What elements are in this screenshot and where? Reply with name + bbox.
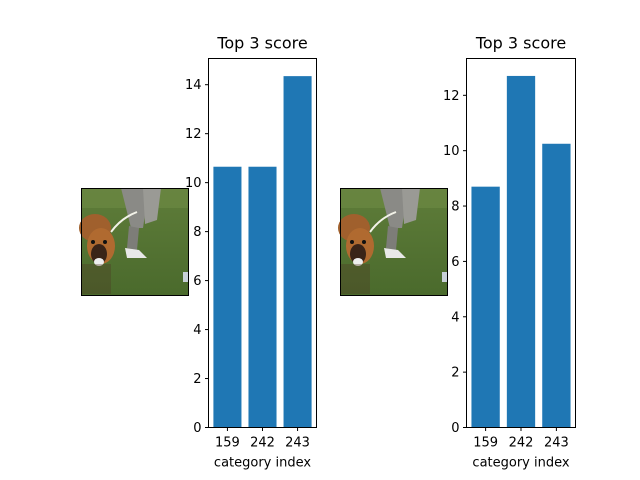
x-tick-label: 242 xyxy=(509,436,534,451)
x-tick-label: 243 xyxy=(544,436,569,451)
bar-243 xyxy=(283,76,312,428)
input-image-thumbnail xyxy=(337,187,449,297)
y-tick-label: 12 xyxy=(443,89,460,104)
bar-159 xyxy=(471,186,500,428)
x-tick-label: 159 xyxy=(473,436,498,451)
y-tick-label: 4 xyxy=(193,323,201,338)
bar-159 xyxy=(213,166,242,428)
y-tick-label: 4 xyxy=(451,310,459,325)
y-tick-label: 0 xyxy=(451,421,459,436)
chart-panel-1: 0 2 4 6 8 10 12 14 159 242 243 category index Top 3 … xyxy=(78,34,317,471)
y-tick-label: 6 xyxy=(193,274,201,289)
y-tick-label: 14 xyxy=(185,78,202,93)
y-tick-label: 10 xyxy=(443,144,460,159)
y-tick-label: 8 xyxy=(451,200,459,215)
y-tick-label: 2 xyxy=(193,372,201,387)
x-axis-label: category index xyxy=(214,456,311,471)
bar-243 xyxy=(542,143,571,428)
bar-242 xyxy=(248,166,277,428)
bar-242 xyxy=(506,75,536,428)
x-tick-label: 243 xyxy=(285,436,310,451)
input-image-thumbnail xyxy=(78,187,190,297)
y-tick-label: 2 xyxy=(451,366,459,381)
y-tick-label: 6 xyxy=(451,255,459,270)
x-axis-label: category index xyxy=(472,456,569,471)
y-tick-label: 10 xyxy=(185,176,202,191)
x-tick-label: 242 xyxy=(250,436,275,451)
chart-title: Top 3 score xyxy=(216,34,307,53)
thumbnail-frame xyxy=(81,188,189,296)
chart-panel-2: 0 2 4 6 8 10 12 159 242 243 category index Top 3 sc… xyxy=(337,34,576,471)
y-tick-label: 12 xyxy=(185,127,202,142)
y-tick-label: 8 xyxy=(193,225,201,240)
chart-title: Top 3 score xyxy=(475,34,566,53)
thumbnail-frame xyxy=(340,188,448,296)
x-tick-label: 159 xyxy=(215,436,240,451)
y-tick-label: 0 xyxy=(193,421,201,436)
